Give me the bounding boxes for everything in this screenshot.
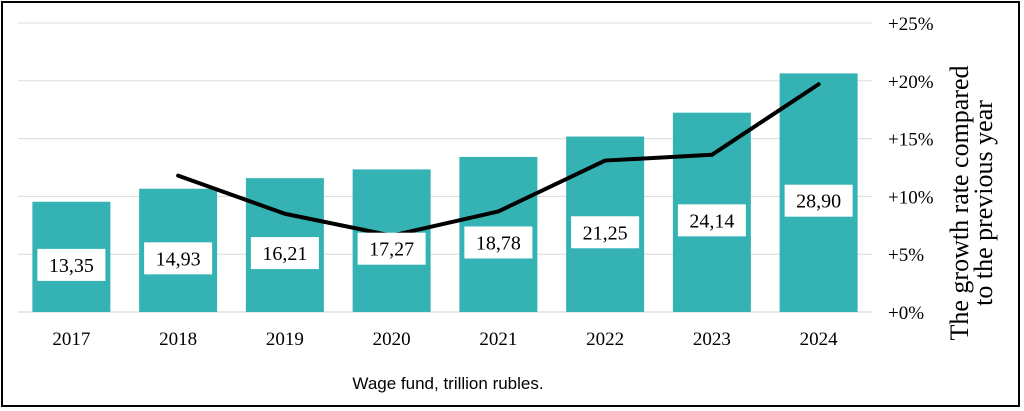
y2-axis-label: The growth rate compared to the previous… [945,65,998,340]
x-axis-label: Wage fund, trillion rubles. [352,374,543,393]
data-label-2019: 16,21 [250,237,319,270]
growth-rate-line [176,82,821,238]
x-tick-label: 2019 [266,329,304,350]
data-label-text: 17,27 [369,239,414,261]
data-label-2022: 21,25 [571,216,640,249]
data-label-text: 21,25 [583,222,628,244]
y2-tick-label: +20% [888,72,934,93]
data-label-2023: 24,14 [677,204,746,237]
data-label-box [144,242,213,275]
x-tick-label: 2024 [800,329,839,350]
data-label-box [464,226,533,259]
y2-tick-label: +25% [888,14,934,35]
y2-tick-label: +15% [888,130,934,151]
growth-line-layer [176,82,821,238]
y2-axis-label-line-2: to the previous year [969,100,998,306]
data-label-box [784,184,853,217]
data-label-text: 13,35 [49,255,94,277]
data-label-box [357,232,426,265]
x-tick-label: 2017 [52,329,90,350]
x-tick-label: 2023 [693,329,731,350]
data-label-box [677,204,746,237]
data-label-box [250,237,319,270]
data-label-box [37,248,106,281]
data-label-text: 28,90 [796,191,841,213]
data-label-2020: 17,27 [357,232,426,265]
data-label-text: 18,78 [476,232,521,254]
data-label-text: 14,93 [156,248,201,270]
y2-tick-label: +10% [888,187,934,208]
y2-axis-ticks: +0% +5% +10% +15% +20% +25% [888,14,934,324]
y2-tick-label: +0% [888,303,924,324]
x-tick-label: 2021 [479,329,517,350]
data-label-2017: 13,35 [37,248,106,281]
x-tick-label: 2022 [586,329,624,350]
y2-tick-label: +5% [888,245,924,266]
data-label-text: 16,21 [262,243,307,265]
data-label-2024: 28,90 [784,184,853,217]
data-label-2018: 14,93 [144,242,213,275]
bars [32,73,858,313]
data-label-box [571,216,640,249]
x-axis-ticks: 2017 2018 2019 2020 2021 2022 2023 2024 [52,329,838,350]
bar-labels: 13,35 14,93 16,21 17,27 18,78 21,25 24,14 28,90 [37,184,853,281]
data-label-text: 24,14 [689,210,734,232]
y2-axis-label-line-1: The growth rate compared [945,65,974,340]
data-label-2021: 18,78 [464,226,533,259]
x-tick-label: 2018 [159,329,197,350]
x-tick-label: 2020 [373,329,411,350]
